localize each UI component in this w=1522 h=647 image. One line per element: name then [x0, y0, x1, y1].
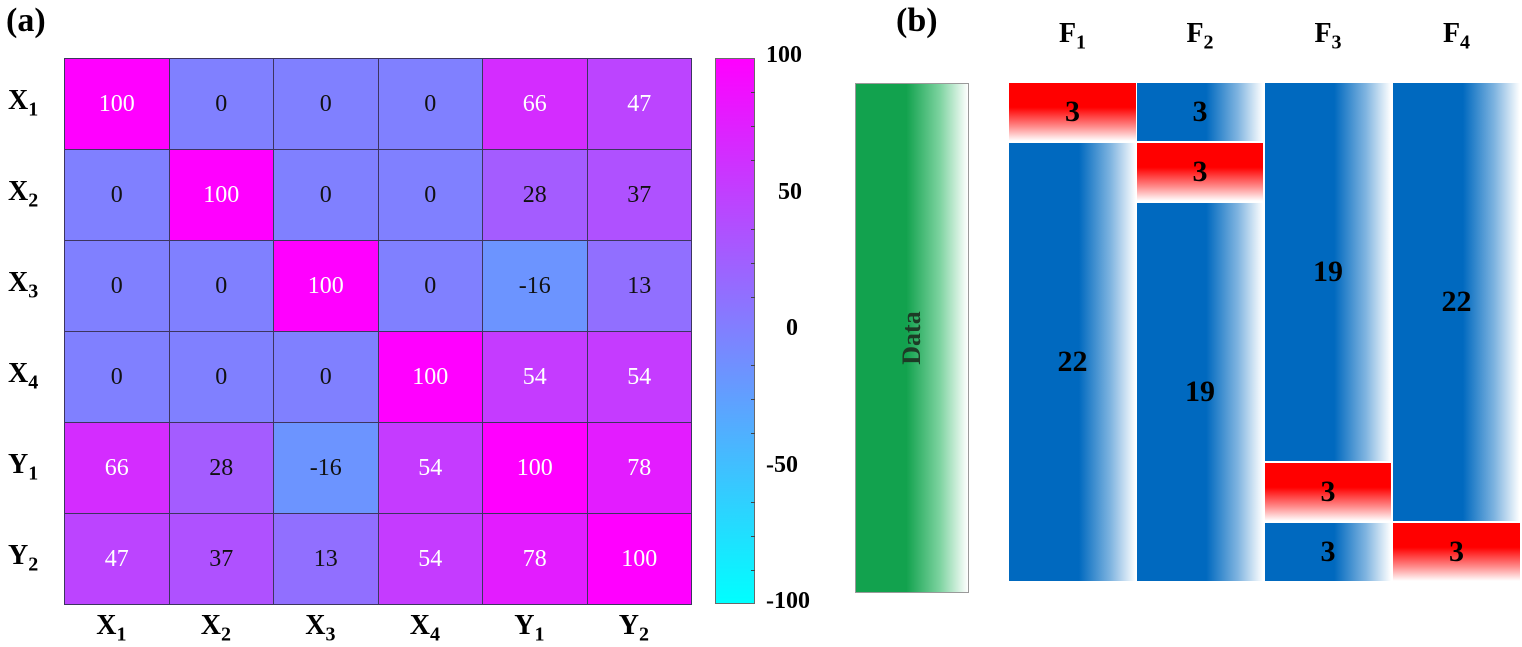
- colorbar-tick-label: -100: [766, 588, 810, 614]
- train-block: 19: [1137, 203, 1263, 581]
- colorbar-minor-tick: [751, 228, 755, 230]
- heatmap-cell: 100: [273, 240, 379, 332]
- colorbar-tick-label: -50: [766, 451, 798, 478]
- colorbar-minor-tick: [751, 160, 755, 162]
- fold-label: F1: [1058, 18, 1087, 54]
- colorbar-minor-tick: [751, 126, 755, 128]
- colorbar-minor-tick: [751, 433, 755, 435]
- heatmap-cell: -16: [482, 240, 588, 332]
- colorbar-minor-tick: [751, 92, 755, 94]
- colorbar-minor-tick: [751, 399, 755, 401]
- heatmap-cell: 0: [168, 58, 274, 150]
- heatmap-cell: -16: [273, 422, 379, 514]
- heatmap-cell: 0: [273, 331, 379, 423]
- heatmap-cell: 54: [586, 331, 692, 423]
- colorbar-minor-tick: [751, 535, 755, 537]
- train-block: 19: [1265, 83, 1391, 461]
- heatmap-cell: 100: [64, 58, 170, 150]
- test-block: 3: [1393, 523, 1520, 581]
- heatmap-cell: 13: [273, 513, 379, 605]
- heatmap-cell: 0: [64, 240, 170, 332]
- heatmap-cell: 66: [64, 422, 170, 514]
- heatmap-row-label: X1: [8, 84, 39, 121]
- heatmap-row-label: X3: [8, 266, 39, 303]
- heatmap-cell: 54: [377, 513, 483, 605]
- heatmap-column-label: Y2: [618, 610, 649, 646]
- heatmap-cell: 100: [377, 331, 483, 423]
- heatmap-cell: 47: [64, 513, 170, 605]
- test-block: 3: [1137, 143, 1263, 201]
- heatmap-cell: 47: [586, 58, 692, 150]
- heatmap-column-label: X1: [96, 610, 127, 646]
- heatmap-row-label: Y2: [8, 539, 39, 576]
- train-block: 22: [1393, 83, 1520, 521]
- heatmap-cell: 0: [273, 58, 379, 150]
- heatmap-cell: 54: [482, 331, 588, 423]
- data-label: Data: [897, 311, 926, 365]
- heatmap-cell: 100: [168, 149, 274, 241]
- heatmap-cell: 100: [482, 422, 588, 514]
- colorbar-tick-label: 0: [786, 315, 798, 341]
- heatmap-cell: 37: [168, 513, 274, 605]
- train-block: 3: [1137, 83, 1263, 141]
- heatmap-column-label: X2: [200, 610, 231, 646]
- colorbar-minor-tick: [751, 501, 755, 503]
- heatmap-cell: 28: [482, 149, 588, 241]
- heatmap-cell: 0: [377, 240, 483, 332]
- heatmap-row-label: Y1: [8, 448, 39, 485]
- heatmap-cell: 37: [586, 149, 692, 241]
- heatmap-cell: 28: [168, 422, 274, 514]
- colorbar: [715, 58, 755, 604]
- heatmap-cell: 13: [586, 240, 692, 332]
- heatmap-column-label: Y1: [514, 610, 545, 646]
- heatmap-cell: 0: [273, 149, 379, 241]
- heatmap-column-label: X3: [305, 610, 336, 646]
- heatmap-row-label: X2: [8, 175, 39, 212]
- fold-label: F4: [1442, 18, 1471, 54]
- heatmap-cell: 100: [586, 513, 692, 605]
- colorbar-minor-tick: [751, 262, 755, 264]
- colorbar-minor-tick: [751, 296, 755, 298]
- test-block: 3: [1009, 83, 1136, 141]
- colorbar-tick-label: 100: [766, 42, 802, 68]
- heatmap-cell: 0: [377, 149, 483, 241]
- heatmap-cell: 78: [482, 513, 588, 605]
- colorbar-minor-tick: [751, 569, 755, 571]
- heatmap-cell: 0: [64, 331, 170, 423]
- colorbar-minor-tick: [751, 365, 755, 367]
- colorbar-tick-label: 50: [778, 178, 802, 205]
- panel-b-label: (b): [896, 2, 938, 39]
- heatmap-row-label: X4: [8, 357, 39, 394]
- data-bar: [855, 83, 969, 593]
- heatmap-cell: 0: [377, 58, 483, 150]
- heatmap-cell: 0: [168, 331, 274, 423]
- heatmap-cell: 78: [586, 422, 692, 514]
- heatmap-column-label: X4: [409, 610, 440, 646]
- panel-a-label: (a): [6, 2, 46, 39]
- train-block: 3: [1265, 523, 1391, 581]
- heatmap-cell: 0: [168, 240, 274, 332]
- heatmap-cell: 54: [377, 422, 483, 514]
- fold-label: F3: [1314, 18, 1342, 54]
- train-block: 22: [1009, 143, 1136, 581]
- heatmap-cell: 66: [482, 58, 588, 150]
- fold-label: F2: [1186, 18, 1214, 54]
- heatmap-cell: 0: [64, 149, 170, 241]
- test-block: 3: [1265, 463, 1391, 521]
